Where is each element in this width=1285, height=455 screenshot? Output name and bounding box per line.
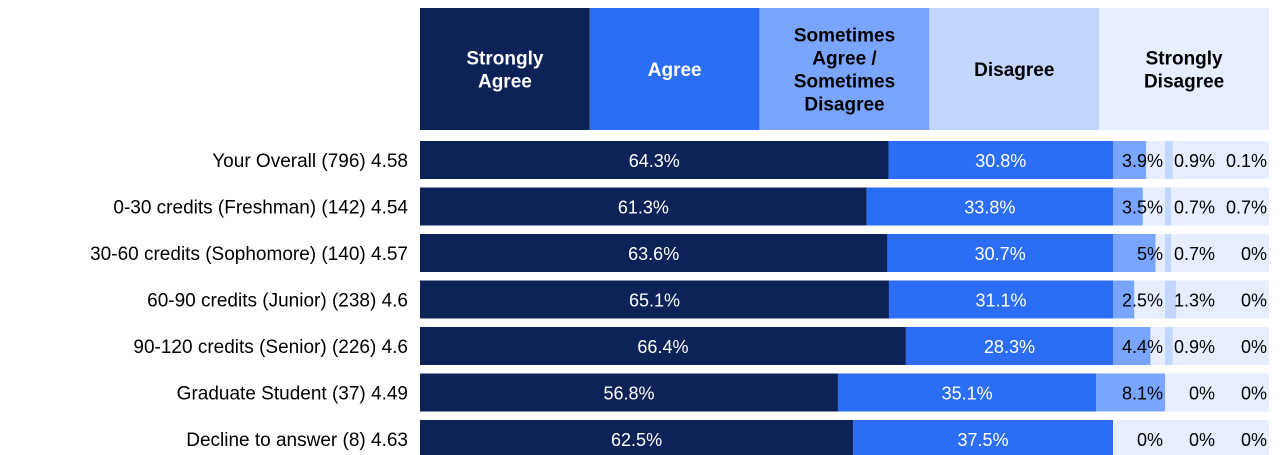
data-label-r4-s4: 1.3%	[1174, 291, 1215, 311]
bar-segment-r2-s5	[1217, 187, 1223, 226]
data-label-r1-s2: 30.8%	[975, 151, 1026, 171]
data-label-r2-s4: 0.7%	[1174, 198, 1215, 218]
bar-segment-r2-s1	[420, 187, 867, 226]
bar-segment-r3-s4	[1165, 234, 1171, 272]
data-label-r6-s1: 56.8%	[603, 384, 654, 404]
legend-label-1: Strongly Agree	[466, 49, 543, 93]
data-label-r7-s1: 62.5%	[611, 430, 662, 450]
bar-segment-r7-s1	[420, 420, 854, 455]
data-label-r1-s4: 0.9%	[1174, 151, 1215, 171]
row-label-7: Decline to answer (8) 4.63	[186, 430, 408, 451]
data-label-r7-s3: 0%	[1137, 430, 1163, 450]
bar-segment-r5-s4	[1165, 327, 1173, 365]
bar-segment-r1-s5	[1217, 141, 1218, 179]
bar-segment-r4-s4	[1165, 280, 1177, 319]
legend-box-3	[759, 8, 930, 130]
bar-segment-r6-s2	[837, 373, 1097, 412]
data-label-r3-s3: 5%	[1137, 244, 1163, 264]
bar-segment-r2-s4	[1165, 187, 1171, 226]
bar-segment-r4-s1	[420, 280, 889, 319]
data-label-r4-s3: 2.5%	[1122, 291, 1163, 311]
data-label-r2-s3: 3.5%	[1122, 198, 1163, 218]
data-label-r4-s1: 65.1%	[629, 291, 680, 311]
bar-segment-r6-s3	[1096, 373, 1165, 412]
bar-segment-r7-s2	[853, 420, 1113, 455]
data-label-r3-s2: 30.7%	[975, 244, 1026, 264]
bar-segment-r3-s3	[1113, 234, 1156, 272]
data-label-r6-s5: 0%	[1241, 384, 1267, 404]
data-label-r5-s5: 0%	[1241, 337, 1267, 357]
data-label-r5-s4: 0.9%	[1174, 337, 1215, 357]
data-label-r3-s1: 63.6%	[628, 244, 679, 264]
bar-segment-r1-s1	[420, 141, 889, 179]
data-label-r5-s1: 66.4%	[637, 337, 688, 357]
bar-segment-r1-s4	[1165, 141, 1173, 179]
bar-segment-r5-s3	[1113, 327, 1151, 365]
data-label-r3-s4: 0.7%	[1174, 244, 1215, 264]
data-label-r7-s5: 0%	[1241, 430, 1267, 450]
data-label-r7-s2: 37.5%	[958, 430, 1009, 450]
data-label-r1-s5: 0.1%	[1226, 151, 1267, 171]
bar-segment-r4-s2	[888, 280, 1113, 319]
data-label-r1-s1: 64.3%	[629, 151, 680, 171]
legend-label-4: Disagree	[974, 60, 1054, 81]
data-label-r3-s5: 0%	[1241, 244, 1267, 264]
bar-segment-r3-s2	[887, 234, 1113, 272]
bar-segment-r5-s2	[905, 327, 1113, 365]
legend-box-1	[420, 8, 590, 130]
bar-segment-r1-s3	[1113, 141, 1147, 179]
row-label-4: 60-90 credits (Junior) (238) 4.6	[147, 291, 408, 312]
row-label-2: 0-30 credits (Freshman) (142) 4.54	[113, 198, 408, 219]
data-label-r6-s4: 0%	[1189, 384, 1215, 404]
data-label-r2-s2: 33.8%	[964, 198, 1015, 218]
legend-label-2: Agree	[648, 60, 702, 81]
row-label-5: 90-120 credits (Senior) (226) 4.6	[133, 337, 408, 358]
row-label-1: Your Overall (796) 4.58	[212, 151, 408, 172]
bar-segment-r1-s2	[888, 141, 1113, 179]
data-label-r2-s5: 0.7%	[1226, 198, 1267, 218]
data-label-r6-s3: 8.1%	[1122, 384, 1163, 404]
bar-segment-r3-s1	[420, 234, 888, 272]
legend-box-5	[1099, 8, 1269, 130]
legend-box-2	[589, 8, 760, 130]
data-label-r1-s3: 3.9%	[1122, 151, 1163, 171]
legend-label-5: Strongly Disagree	[1144, 49, 1224, 93]
data-label-r2-s1: 61.3%	[618, 198, 669, 218]
bar-segment-r6-s1	[420, 373, 838, 412]
row-label-3: 30-60 credits (Sophomore) (140) 4.57	[90, 244, 408, 265]
legend-label-3: Sometimes Agree / Sometimes Disagree	[794, 26, 895, 116]
bar-segment-r2-s2	[866, 187, 1113, 226]
bar-segment-r2-s3	[1113, 187, 1143, 226]
bar-segment-r4-s3	[1113, 280, 1135, 319]
data-label-r5-s3: 4.4%	[1122, 337, 1163, 357]
legend-box-4	[929, 8, 1100, 130]
data-label-r5-s2: 28.3%	[984, 337, 1035, 357]
data-label-r4-s5: 0%	[1241, 291, 1267, 311]
bar-segment-r5-s1	[420, 327, 906, 365]
row-label-6: Graduate Student (37) 4.49	[177, 384, 408, 405]
data-label-r7-s4: 0%	[1189, 430, 1215, 450]
data-label-r4-s2: 31.1%	[975, 291, 1026, 311]
data-label-r6-s2: 35.1%	[942, 384, 993, 404]
